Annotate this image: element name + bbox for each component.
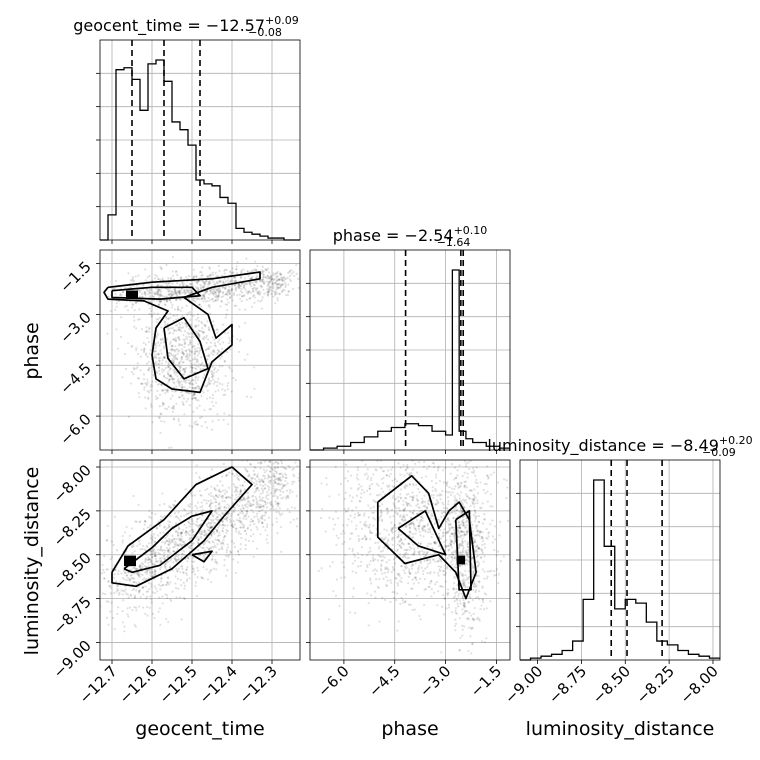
histogram-geocent_time xyxy=(100,59,300,241)
title-phase: phase = −2.54+0.10 −1.64 xyxy=(333,224,488,249)
contour xyxy=(123,510,213,574)
contour xyxy=(111,466,253,588)
x-tick-label: −8.00 xyxy=(677,662,722,707)
panel-geocent-time-luminosity-distance xyxy=(99,459,301,661)
contour xyxy=(191,550,213,563)
contour xyxy=(163,316,209,380)
y-tick-label: −3.0 xyxy=(56,309,94,347)
panel-phase-luminosity-distance xyxy=(309,459,511,661)
x-tick-label: −8.25 xyxy=(633,662,678,707)
x-tick-label: −12.4 xyxy=(196,662,241,707)
x-tick-label: −8.50 xyxy=(589,662,634,707)
scatter-geocent_time-luminosity_distance xyxy=(100,460,300,633)
scatter-phase-luminosity_distance xyxy=(310,460,510,660)
x-tick-label: −8.75 xyxy=(545,662,590,707)
density-peak xyxy=(456,555,466,565)
contour xyxy=(376,474,477,600)
x-tick-label: −4.5 xyxy=(365,662,403,700)
contour xyxy=(397,510,447,556)
y-tick-label: −6.0 xyxy=(56,410,94,448)
y-tick-label: −1.5 xyxy=(56,258,94,296)
title-geocent-time: geocent_time = −12.57+0.09 −0.08 xyxy=(73,14,299,39)
histogram-phase xyxy=(310,269,510,451)
contour xyxy=(103,271,261,394)
x-tick-label: −9.00 xyxy=(501,662,546,707)
title-text-1: phase = −2.54 xyxy=(333,226,454,245)
title-luminosity-distance: luminosity_distance = −8.49+0.20 −0.09 xyxy=(487,434,752,459)
xlabel-geocent-time: geocent_time xyxy=(135,718,264,740)
title-plus-2: +0.20 xyxy=(719,434,753,447)
title-minus-2: −0.09 xyxy=(702,446,736,459)
title-minus-1: −1.64 xyxy=(437,236,471,249)
x-tick-label: −3.0 xyxy=(416,662,454,700)
density-peak xyxy=(126,290,138,299)
panel-geocent-time-phase xyxy=(99,249,301,451)
x-tick-label: −6.0 xyxy=(314,662,352,700)
x-tick-label: −12.7 xyxy=(76,662,121,707)
y-tick-label: −8.50 xyxy=(50,549,95,594)
title-text-2: luminosity_distance = −8.49 xyxy=(487,436,718,456)
title-plus-0: +0.09 xyxy=(265,14,299,27)
histogram-luminosity_distance xyxy=(520,479,720,661)
contour xyxy=(454,510,472,591)
scatter-geocent_time-phase xyxy=(103,255,300,450)
xlabel-luminosity-distance: luminosity_distance xyxy=(526,718,715,740)
panel-hist-phase xyxy=(309,249,511,451)
panel-hist-geocent_time xyxy=(99,39,301,241)
x-tick-label: −12.6 xyxy=(116,662,161,707)
y-tick-label: −4.5 xyxy=(56,359,94,397)
contour xyxy=(111,286,201,301)
y-tick-label: −9.00 xyxy=(50,637,95,682)
x-tick-label: −1.5 xyxy=(467,662,505,700)
ylabel-phase: phase xyxy=(21,322,43,379)
title-minus-0: −0.08 xyxy=(248,26,282,39)
y-tick-label: −8.75 xyxy=(50,593,95,638)
title-text-0: geocent_time = −12.57 xyxy=(73,16,265,36)
x-tick-label: −12.5 xyxy=(156,662,201,707)
xlabel-phase: phase xyxy=(381,718,438,740)
ylabel-luminosity-distance: luminosity_distance xyxy=(21,467,43,656)
panel-hist-luminosity_distance xyxy=(519,459,721,661)
x-tick-label: −12.3 xyxy=(236,662,281,707)
title-plus-1: +0.10 xyxy=(454,224,488,237)
density-peak xyxy=(124,555,136,567)
y-tick-label: −8.25 xyxy=(50,505,95,550)
y-tick-label: −8.00 xyxy=(50,461,95,506)
